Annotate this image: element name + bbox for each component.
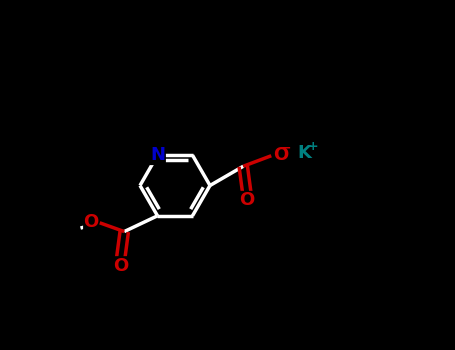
Text: O: O (239, 191, 254, 209)
Text: O: O (113, 257, 128, 274)
Text: −: − (281, 141, 291, 155)
Text: N: N (150, 146, 165, 164)
Text: +: + (308, 140, 318, 154)
Text: O: O (83, 213, 99, 231)
Text: O: O (273, 146, 288, 164)
Text: K: K (298, 144, 311, 162)
